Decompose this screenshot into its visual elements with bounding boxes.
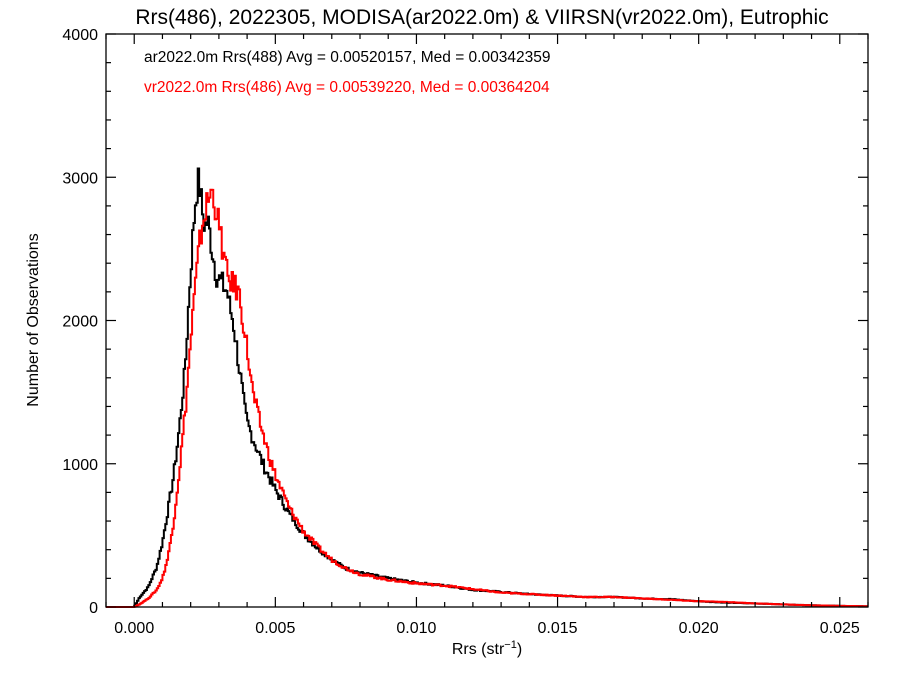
x-axis-label-main: Rrs (str <box>452 641 505 658</box>
x-tick-label: 0.015 <box>538 620 578 637</box>
y-tick-label: 3000 <box>62 170 98 187</box>
x-axis-label-superscript: −1 <box>504 639 517 651</box>
x-tick-label: 0.025 <box>820 620 860 637</box>
series-layer <box>106 167 868 608</box>
y-tick-label: 2000 <box>62 314 98 331</box>
chart-title: Rrs(486), 2022305, MODISA(ar2022.0m) & V… <box>135 6 828 29</box>
x-tick-label: 0.000 <box>114 620 154 637</box>
x-tick-label: 0.010 <box>396 620 436 637</box>
x-axis-label-close: ) <box>517 641 522 658</box>
x-tick-label: 0.005 <box>255 620 295 637</box>
ticks-layer: 0.000 0.005 0.010 0.015 0.020 0.025 0 1000 2000 3… <box>62 27 869 637</box>
y-tick-label: 1000 <box>62 457 98 474</box>
x-axis-label: Rrs (str−1) <box>452 639 522 658</box>
y-tick-label: 4000 <box>62 27 98 44</box>
y-tick-label: 0 <box>89 600 98 617</box>
legend-entry-ar2022: ar2022.0m Rrs(488) Avg = 0.00520157, Med… <box>144 49 550 66</box>
series-line-vr2022 <box>106 188 868 608</box>
legend-entry-vr2022: vr2022.0m Rrs(486) Avg = 0.00539220, Med… <box>144 79 550 96</box>
x-tick-label: 0.020 <box>679 620 719 637</box>
y-axis-label: Number of Observations <box>25 233 42 406</box>
